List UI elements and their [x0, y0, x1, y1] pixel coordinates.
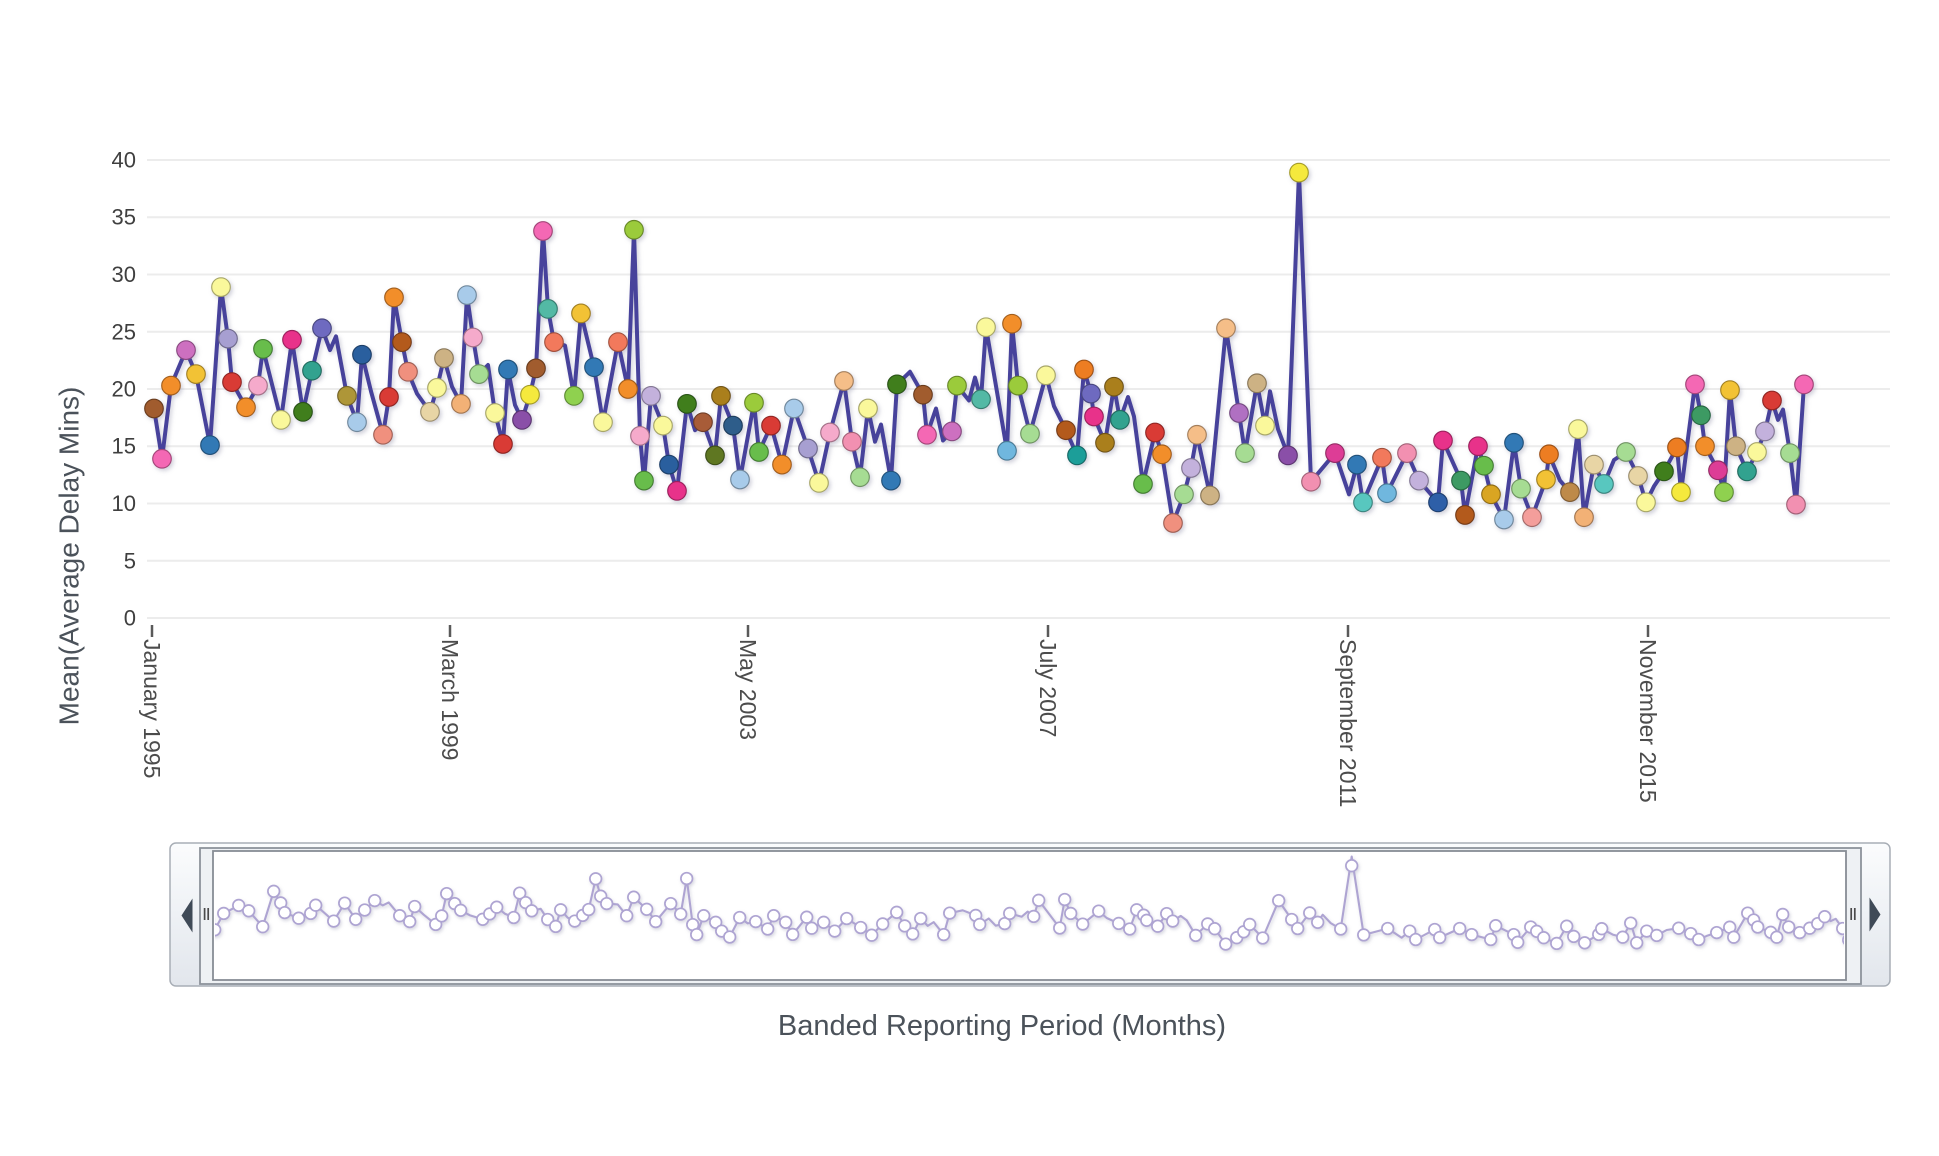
svg-text:July 2007: July 2007 — [1035, 639, 1061, 737]
svg-text:5: 5 — [124, 548, 136, 573]
svg-text:May 2003: May 2003 — [735, 639, 761, 740]
svg-text:10: 10 — [112, 491, 136, 516]
svg-text:January 1995: January 1995 — [139, 639, 165, 778]
svg-text:Banded Reporting Period (Month: Banded Reporting Period (Months) — [778, 1010, 1226, 1042]
svg-text:0: 0 — [124, 606, 136, 631]
svg-text:20: 20 — [112, 377, 136, 402]
svg-text:30: 30 — [112, 262, 136, 287]
svg-text:November 2015: November 2015 — [1635, 639, 1661, 803]
svg-text:September 2011: September 2011 — [1335, 639, 1361, 807]
svg-text:40: 40 — [112, 148, 136, 173]
svg-text:Mean(Average Delay Mins): Mean(Average Delay Mins) — [54, 387, 85, 726]
svg-text:35: 35 — [112, 205, 136, 230]
svg-text:March 1999: March 1999 — [437, 639, 463, 760]
svg-text:25: 25 — [112, 319, 136, 344]
svg-text:15: 15 — [112, 434, 136, 459]
